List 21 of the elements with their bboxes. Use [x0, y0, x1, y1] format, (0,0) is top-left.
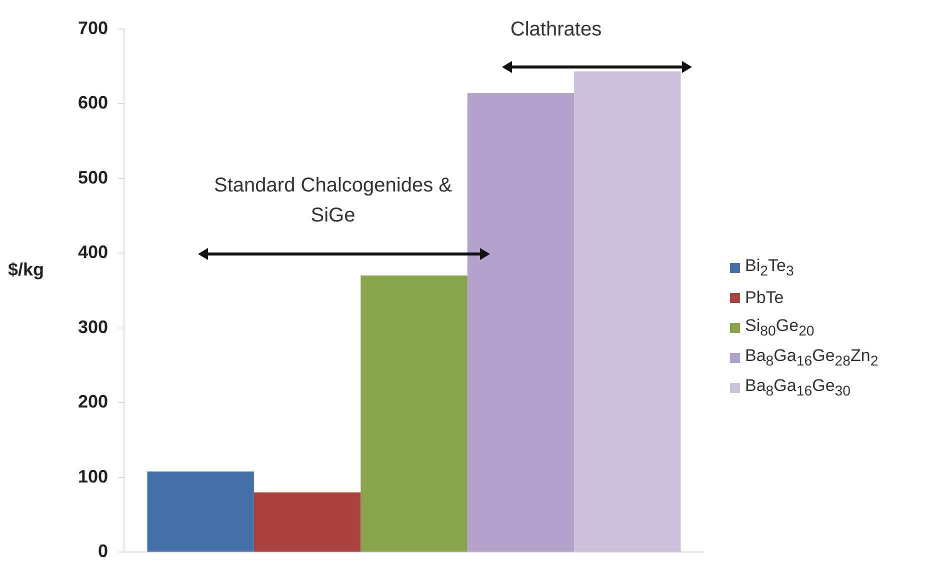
- legend-label: Ba$_{8}$Ga$_{16}$Ge$_{28}$Zn$_{2}$: [745, 346, 878, 370]
- annotation: Clathrates: [510, 18, 602, 41]
- legend-label: Ba$_{8}$Ga$_{16}$Ge$_{30}$: [745, 376, 851, 400]
- y-tick-label: 500: [78, 167, 108, 188]
- legend-label: Si$_{80}$Ge$_{20}$: [745, 316, 814, 340]
- legend-label: Bi$_{2}$Te$_{3}$: [745, 256, 794, 280]
- y-tick-label: 700: [78, 18, 108, 38]
- y-tick-label: 0: [98, 541, 108, 562]
- legend-label: PbTe: [745, 288, 784, 308]
- y-tick-label: 600: [78, 92, 108, 113]
- y-tick-label: 200: [78, 392, 108, 412]
- bar: [254, 492, 361, 552]
- bar: [147, 471, 254, 552]
- y-tick-label: 400: [78, 242, 108, 262]
- y-tick-label: 300: [78, 316, 108, 337]
- y-axis-title: $/kg: [8, 259, 44, 280]
- annotation: Standard Chalcogenides & SiGe: [214, 174, 453, 227]
- bar: [574, 71, 681, 552]
- bar: [360, 276, 468, 552]
- bar: [467, 93, 574, 552]
- y-tick-label: 100: [78, 466, 108, 486]
